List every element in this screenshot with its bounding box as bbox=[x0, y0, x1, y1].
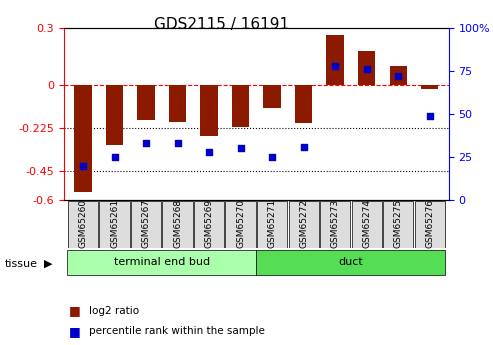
FancyBboxPatch shape bbox=[68, 200, 98, 248]
Text: GSM65268: GSM65268 bbox=[173, 199, 182, 248]
Text: GSM65274: GSM65274 bbox=[362, 199, 371, 248]
Text: ■: ■ bbox=[69, 325, 81, 338]
Text: log2 ratio: log2 ratio bbox=[89, 306, 139, 315]
FancyBboxPatch shape bbox=[415, 200, 445, 248]
Text: percentile rank within the sample: percentile rank within the sample bbox=[89, 326, 265, 336]
Point bbox=[110, 154, 118, 160]
Point bbox=[268, 154, 276, 160]
Point bbox=[79, 163, 87, 168]
FancyBboxPatch shape bbox=[352, 200, 382, 248]
Text: GSM65260: GSM65260 bbox=[78, 199, 87, 248]
FancyBboxPatch shape bbox=[288, 200, 319, 248]
FancyBboxPatch shape bbox=[162, 200, 193, 248]
Point bbox=[300, 144, 308, 149]
Point bbox=[394, 73, 402, 79]
Text: GSM65269: GSM65269 bbox=[205, 199, 213, 248]
Point bbox=[205, 149, 213, 155]
Text: tissue: tissue bbox=[5, 259, 38, 269]
FancyBboxPatch shape bbox=[194, 200, 224, 248]
Bar bbox=[138, 85, 155, 120]
FancyBboxPatch shape bbox=[131, 200, 161, 248]
Bar bbox=[389, 66, 407, 85]
Bar bbox=[106, 85, 123, 145]
FancyBboxPatch shape bbox=[257, 200, 287, 248]
Point bbox=[174, 140, 181, 146]
Point bbox=[426, 113, 434, 118]
Text: GSM65271: GSM65271 bbox=[268, 199, 277, 248]
FancyBboxPatch shape bbox=[225, 200, 256, 248]
Text: GDS2115 / 16191: GDS2115 / 16191 bbox=[154, 17, 289, 32]
Bar bbox=[232, 85, 249, 127]
Point bbox=[142, 140, 150, 146]
Bar bbox=[326, 35, 344, 85]
Bar bbox=[421, 85, 438, 89]
Text: ■: ■ bbox=[69, 304, 81, 317]
Bar bbox=[201, 85, 218, 136]
Text: GSM65261: GSM65261 bbox=[110, 199, 119, 248]
Text: GSM65275: GSM65275 bbox=[394, 199, 403, 248]
Bar bbox=[358, 51, 375, 85]
FancyBboxPatch shape bbox=[67, 250, 256, 275]
Bar bbox=[263, 85, 281, 108]
Text: GSM65270: GSM65270 bbox=[236, 199, 245, 248]
Text: ▶: ▶ bbox=[44, 259, 53, 269]
Text: terminal end bud: terminal end bud bbox=[114, 257, 210, 267]
FancyBboxPatch shape bbox=[100, 200, 130, 248]
Bar bbox=[74, 85, 92, 193]
Text: GSM65276: GSM65276 bbox=[425, 199, 434, 248]
Point bbox=[363, 66, 371, 72]
FancyBboxPatch shape bbox=[383, 200, 413, 248]
Text: GSM65272: GSM65272 bbox=[299, 199, 308, 248]
Bar bbox=[295, 85, 312, 124]
FancyBboxPatch shape bbox=[256, 250, 446, 275]
FancyBboxPatch shape bbox=[320, 200, 351, 248]
Text: GSM65267: GSM65267 bbox=[141, 199, 150, 248]
Bar bbox=[169, 85, 186, 121]
Text: GSM65273: GSM65273 bbox=[331, 199, 340, 248]
Point bbox=[237, 146, 245, 151]
Point bbox=[331, 63, 339, 68]
Text: duct: duct bbox=[339, 257, 363, 267]
